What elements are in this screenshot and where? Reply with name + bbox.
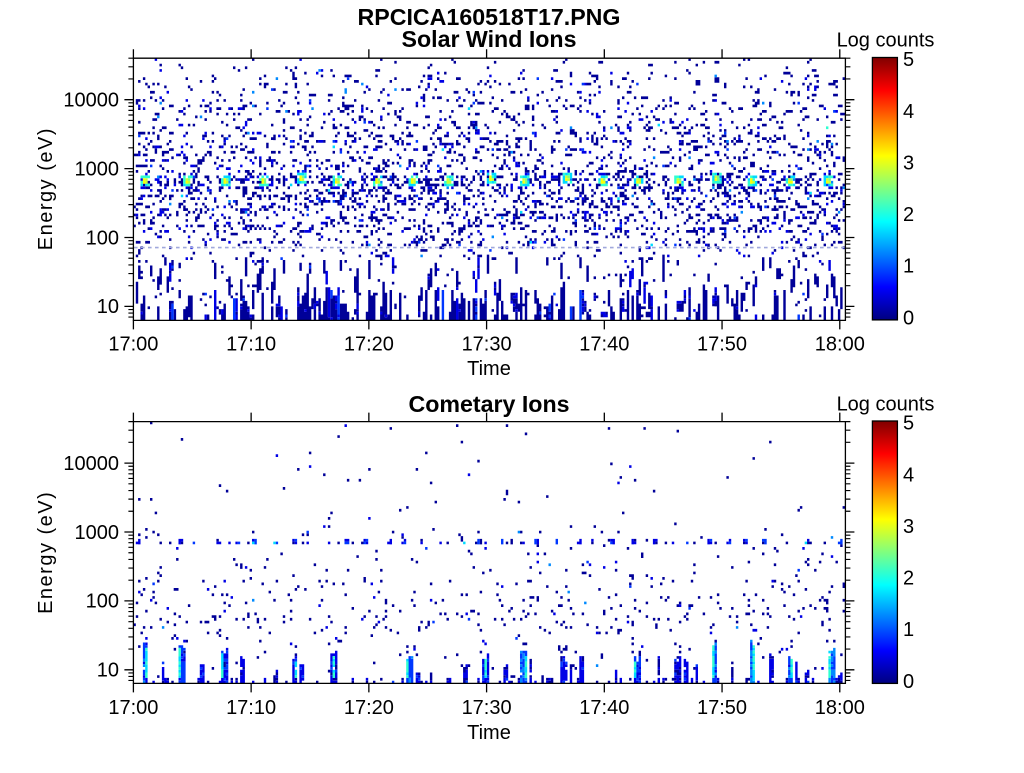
svg-text:4: 4 — [903, 464, 914, 486]
svg-text:1: 1 — [903, 619, 914, 641]
svg-text:4: 4 — [903, 101, 914, 123]
svg-text:18:00: 18:00 — [815, 334, 865, 356]
svg-text:17:00: 17:00 — [108, 697, 158, 719]
svg-text:17:00: 17:00 — [108, 334, 158, 356]
svg-text:17:30: 17:30 — [462, 697, 512, 719]
svg-text:Cometary Ions: Cometary Ions — [408, 391, 569, 417]
svg-text:100: 100 — [86, 591, 119, 613]
svg-text:3: 3 — [903, 152, 914, 174]
svg-text:2: 2 — [903, 204, 914, 226]
svg-text:5: 5 — [903, 49, 914, 71]
svg-text:17:10: 17:10 — [226, 697, 276, 719]
svg-text:17:40: 17:40 — [579, 334, 629, 356]
svg-text:1000: 1000 — [75, 158, 120, 180]
svg-text:17:20: 17:20 — [344, 697, 394, 719]
svg-text:Log counts: Log counts — [837, 394, 935, 416]
svg-text:17:50: 17:50 — [697, 697, 747, 719]
svg-text:5: 5 — [903, 413, 914, 435]
svg-text:Energy (eV): Energy (eV) — [35, 491, 57, 614]
svg-text:Log counts: Log counts — [837, 30, 935, 52]
svg-text:100: 100 — [86, 227, 119, 249]
svg-text:Time: Time — [467, 358, 511, 380]
svg-text:10000: 10000 — [63, 90, 119, 112]
svg-text:0: 0 — [903, 307, 914, 329]
svg-text:17:50: 17:50 — [697, 334, 747, 356]
svg-text:Energy (eV): Energy (eV) — [35, 127, 57, 250]
svg-text:1: 1 — [903, 256, 914, 278]
svg-text:10: 10 — [97, 296, 119, 318]
svg-text:1000: 1000 — [75, 522, 120, 544]
svg-text:Time: Time — [467, 722, 511, 744]
svg-text:RPCICA160518T17.PNG: RPCICA160518T17.PNG — [358, 4, 621, 30]
svg-text:2: 2 — [903, 568, 914, 590]
svg-text:3: 3 — [903, 516, 914, 538]
svg-text:17:10: 17:10 — [226, 334, 276, 356]
svg-text:10: 10 — [97, 660, 119, 682]
svg-text:Solar Wind Ions: Solar Wind Ions — [402, 26, 577, 52]
svg-text:18:00: 18:00 — [815, 697, 865, 719]
svg-text:0: 0 — [903, 671, 914, 693]
svg-text:17:40: 17:40 — [579, 697, 629, 719]
svg-text:17:30: 17:30 — [462, 334, 512, 356]
svg-text:10000: 10000 — [63, 453, 119, 475]
svg-text:17:20: 17:20 — [344, 334, 394, 356]
